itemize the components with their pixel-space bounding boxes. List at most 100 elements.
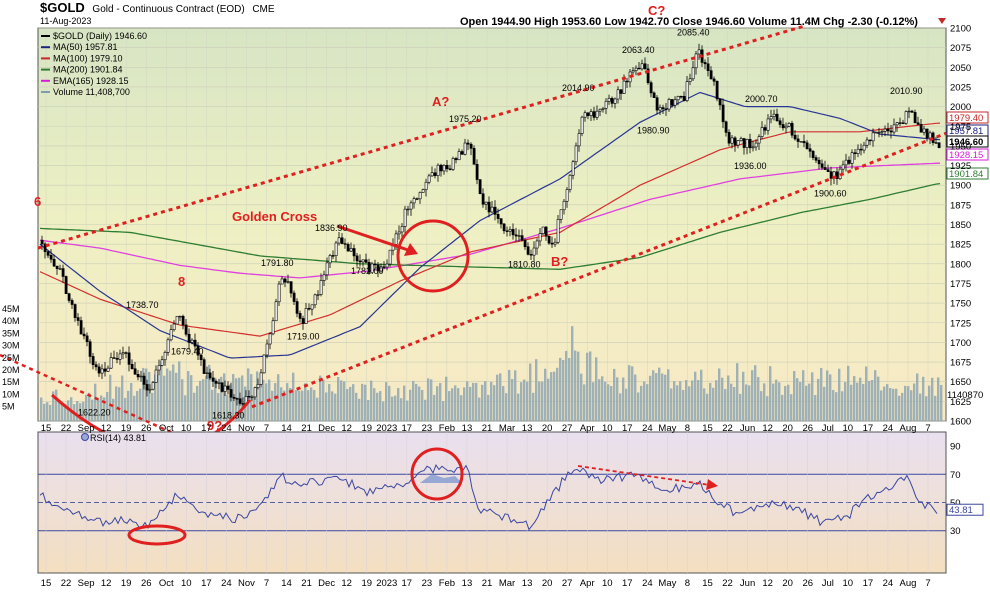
- volume-bar: [448, 391, 451, 421]
- candle-body: [325, 262, 329, 276]
- date-tick-label: 22: [61, 423, 72, 434]
- candle-body: [550, 242, 554, 245]
- volume-bar: [391, 396, 394, 421]
- candle-body: [163, 352, 167, 361]
- date-tick-label: 19: [121, 578, 132, 589]
- date-tick-label: 12: [101, 423, 112, 434]
- volume-bar: [607, 384, 610, 421]
- volume-bar: [205, 375, 208, 421]
- candle-body: [895, 122, 899, 126]
- date-tick-label: 22: [722, 578, 733, 589]
- volume-bar: [127, 390, 130, 421]
- golden-cross-arrowhead: [404, 243, 418, 256]
- candle-body: [640, 63, 644, 70]
- date-tick-label: 26: [141, 423, 152, 434]
- candle-body: [196, 345, 200, 356]
- date-tick-label: 24: [883, 578, 894, 589]
- legend-entry: MA(50) 1957.81: [53, 42, 118, 52]
- volume-bar: [910, 390, 913, 421]
- volume-bar: [583, 384, 586, 421]
- candle-body: [415, 198, 419, 200]
- volume-bar: [625, 388, 628, 421]
- date-tick-label: 24: [883, 423, 894, 434]
- volume-bar: [388, 385, 391, 421]
- date-tick-label: 15: [702, 578, 713, 589]
- candle-body: [637, 67, 641, 70]
- volume-bar: [766, 396, 769, 421]
- volume-bar: [544, 368, 547, 421]
- date-tick-label: 2023: [376, 423, 397, 434]
- candle-body: [670, 99, 674, 106]
- chg-value: -2.30 (-0.12%): [848, 16, 919, 28]
- ema165-line: [39, 162, 941, 279]
- volume-bar: [421, 390, 424, 421]
- price-tick-label: 2000: [950, 102, 971, 113]
- candle-body: [205, 372, 209, 374]
- candle-body: [601, 107, 605, 110]
- candle-body: [352, 248, 356, 257]
- candle-body: [592, 111, 596, 118]
- candle-body: [505, 230, 509, 232]
- candle-body: [112, 357, 116, 359]
- volume-bar: [325, 392, 328, 421]
- volume-bar: [418, 386, 421, 421]
- candle-body: [688, 78, 692, 82]
- date-tick-label: 19: [361, 578, 372, 589]
- candle-body: [499, 218, 503, 225]
- high-label: High: [534, 16, 559, 28]
- candle-body: [382, 266, 386, 268]
- volume-bar: [415, 383, 418, 421]
- volume-bar: [790, 394, 793, 421]
- candle-body: [682, 96, 686, 101]
- volume-bar: [697, 379, 700, 421]
- volume-bar: [532, 392, 535, 421]
- price-tick-label: 1775: [950, 279, 971, 290]
- candle-body: [124, 352, 128, 354]
- volume-bar: [310, 387, 313, 421]
- candle-body: [322, 274, 326, 281]
- open-value: 1944.90: [491, 16, 531, 28]
- volume-bar: [523, 379, 526, 421]
- candle-body: [820, 163, 824, 168]
- date-tick-label: Apr: [580, 578, 595, 589]
- volume-axis-label: 15M: [2, 377, 20, 387]
- price-tick-label: 1975: [950, 122, 971, 133]
- low-label: Low: [604, 16, 626, 28]
- candle-body: [472, 148, 476, 165]
- volume-bar: [718, 368, 721, 421]
- volume-bar: [922, 376, 925, 421]
- volume-bar: [787, 384, 790, 421]
- volume-bar: [328, 384, 331, 421]
- volume-bar: [337, 377, 340, 421]
- volume-bar: [817, 378, 820, 421]
- volume-bar: [865, 366, 868, 421]
- candle-body: [226, 385, 230, 390]
- candle-body: [265, 343, 269, 356]
- candle-body: [643, 63, 647, 70]
- volume-bar: [433, 394, 436, 421]
- candle-body: [631, 70, 635, 73]
- candle-body: [535, 240, 539, 249]
- candle-body: [814, 157, 818, 161]
- volume-bar: [214, 377, 217, 421]
- date-tick-label: 7: [264, 423, 269, 434]
- candle-body: [100, 368, 104, 374]
- candle-body: [388, 249, 392, 265]
- date-tick-label: 17: [402, 578, 413, 589]
- price-tick-label: 2100: [950, 24, 971, 35]
- candle-body: [346, 244, 350, 252]
- candle-body: [106, 367, 110, 372]
- volume-bar: [889, 388, 892, 421]
- candle-body: [514, 234, 518, 237]
- candle-body: [595, 110, 599, 118]
- candle-body: [220, 382, 224, 392]
- volume-bar: [517, 393, 520, 421]
- volume-bar: [874, 370, 877, 421]
- volume-bar: [349, 386, 352, 421]
- volume-bar: [79, 403, 82, 421]
- volume-bar: [580, 373, 583, 421]
- volume-bar: [163, 375, 166, 421]
- candle-body: [403, 208, 407, 227]
- volume-bar: [460, 395, 463, 421]
- date-tick-label: 24: [221, 578, 232, 589]
